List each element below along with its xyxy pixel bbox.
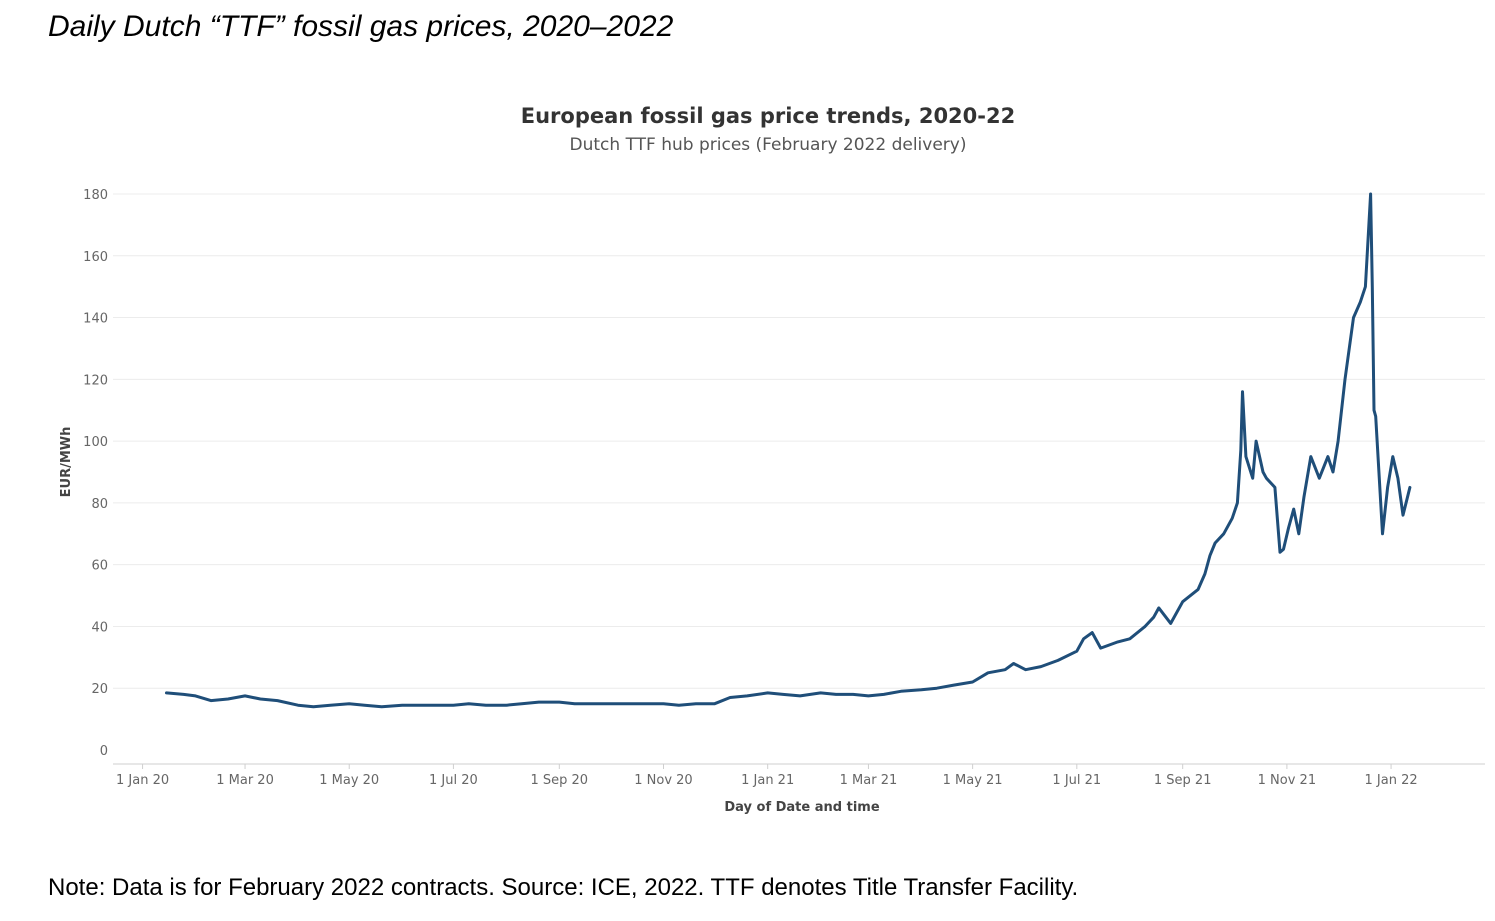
x-tick-label: 1 Jan 20 (116, 773, 169, 788)
x-tick-label: 1 Sep 20 (531, 773, 589, 788)
x-axis-label: Day of Date and time (724, 800, 879, 815)
y-tick-label: 140 (83, 312, 108, 327)
x-tick-label: 1 May 21 (943, 773, 1003, 788)
x-tick-label: 1 Sep 21 (1154, 773, 1212, 788)
x-tick-label: 1 Jul 21 (1052, 773, 1101, 788)
x-tick-label: 1 Nov 20 (634, 773, 692, 788)
y-tick-label: 20 (91, 682, 108, 697)
x-tick-label: 1 Nov 21 (1258, 773, 1316, 788)
chart-title: European fossil gas price trends, 2020-2… (521, 104, 1015, 128)
y-tick-label: 160 (83, 250, 108, 265)
y-tick-label: 100 (83, 435, 108, 450)
y-tick-label: 120 (83, 373, 108, 388)
footnote: Note: Data is for February 2022 contract… (48, 874, 1079, 901)
y-tick-label: 40 (91, 620, 108, 635)
y-tick-label: 60 (91, 559, 108, 574)
x-tick-label: 1 Jul 20 (429, 773, 478, 788)
x-tick-label: 1 May 20 (319, 773, 379, 788)
y-tick-label: 180 (83, 188, 108, 203)
chart: European fossil gas price trends, 2020-2… (59, 104, 1485, 815)
y-axis-ticks: 0 20 40 60 80 100 120 140 160 180 (83, 188, 108, 759)
x-tick-label: 1 Jan 21 (741, 773, 794, 788)
x-tick-label: 1 Mar 21 (840, 773, 898, 788)
x-tick-label: 1 Mar 20 (216, 773, 274, 788)
page-heading: Daily Dutch “TTF” fossil gas prices, 202… (48, 10, 674, 43)
x-axis-ticks: 1 Jan 20 1 Mar 20 1 May 20 1 Jul 20 1 Sep 20… (116, 764, 1418, 788)
x-tick-label: 1 Jan 22 (1365, 773, 1418, 788)
y-tick-label: 80 (91, 497, 108, 512)
y-axis-label: EUR/MWh (59, 427, 74, 498)
y-tick-label: 0 (100, 744, 108, 759)
series-line (165, 192, 1412, 709)
chart-subtitle: Dutch TTF hub prices (February 2022 deli… (570, 135, 967, 155)
grid-lines (113, 193, 1485, 689)
